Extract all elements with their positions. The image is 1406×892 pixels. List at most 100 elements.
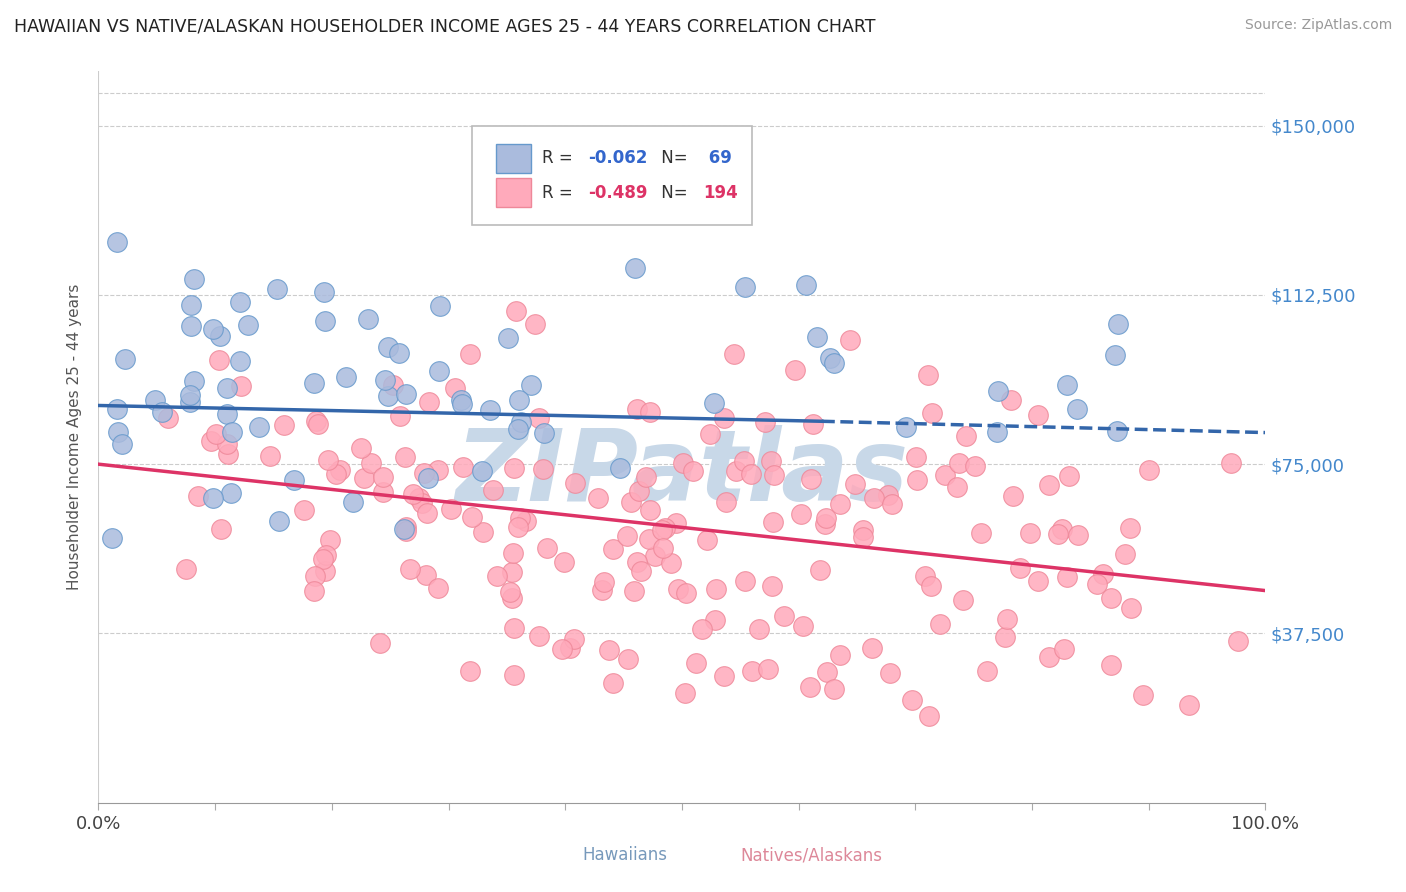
Text: N=: N= bbox=[657, 184, 693, 202]
Point bbox=[503, 622, 526, 636]
Point bbox=[815, 665, 838, 680]
Point bbox=[564, 475, 586, 490]
Point bbox=[986, 425, 1008, 439]
Point bbox=[914, 569, 936, 583]
Point bbox=[1107, 318, 1129, 332]
Point bbox=[799, 680, 821, 694]
Point bbox=[602, 542, 624, 557]
Point bbox=[501, 565, 523, 579]
Point bbox=[800, 472, 823, 486]
Point bbox=[1114, 547, 1136, 561]
Point bbox=[620, 495, 643, 509]
Point bbox=[283, 473, 305, 487]
Point bbox=[602, 676, 624, 690]
Point bbox=[335, 370, 357, 384]
Point bbox=[948, 456, 970, 470]
Point bbox=[852, 530, 875, 544]
Point bbox=[329, 463, 352, 477]
Point bbox=[395, 387, 418, 401]
Point bbox=[955, 429, 977, 443]
Point bbox=[759, 454, 782, 468]
Point bbox=[461, 510, 484, 524]
Point bbox=[627, 483, 650, 498]
Point bbox=[101, 531, 124, 545]
Point bbox=[453, 459, 475, 474]
Point bbox=[1056, 569, 1078, 583]
Point bbox=[699, 426, 721, 441]
Point bbox=[1227, 634, 1250, 648]
Point bbox=[553, 555, 575, 569]
Point bbox=[200, 434, 222, 449]
Point bbox=[818, 351, 841, 365]
Point bbox=[187, 489, 209, 503]
Point bbox=[292, 503, 315, 517]
Point bbox=[733, 454, 755, 468]
Point bbox=[963, 459, 986, 474]
Point bbox=[150, 405, 173, 419]
Point bbox=[952, 592, 974, 607]
Text: Natives/Alaskans: Natives/Alaskans bbox=[741, 847, 882, 864]
Point bbox=[157, 410, 180, 425]
Point bbox=[215, 437, 238, 451]
Point bbox=[623, 583, 645, 598]
Point bbox=[515, 514, 537, 528]
Point bbox=[644, 549, 666, 563]
Point bbox=[934, 468, 956, 483]
Point bbox=[427, 364, 450, 378]
Point bbox=[228, 354, 250, 368]
Point bbox=[304, 569, 326, 583]
Point bbox=[904, 450, 927, 464]
Point bbox=[1105, 425, 1128, 439]
Text: R =: R = bbox=[541, 184, 578, 202]
Point bbox=[1028, 409, 1050, 423]
Point bbox=[879, 666, 901, 681]
Point bbox=[427, 463, 450, 477]
Point bbox=[634, 469, 657, 483]
Point bbox=[682, 464, 704, 478]
Point bbox=[1132, 688, 1154, 702]
Point bbox=[527, 629, 550, 643]
Point bbox=[761, 579, 783, 593]
Point bbox=[413, 466, 436, 480]
Text: 69: 69 bbox=[703, 149, 731, 168]
Point bbox=[986, 384, 1008, 399]
Point bbox=[640, 503, 662, 517]
Point bbox=[418, 395, 440, 409]
Point bbox=[900, 692, 922, 706]
Point bbox=[692, 623, 714, 637]
Point bbox=[236, 318, 259, 332]
Point bbox=[219, 486, 242, 500]
Point bbox=[946, 480, 969, 494]
FancyBboxPatch shape bbox=[541, 844, 575, 867]
Point bbox=[828, 497, 851, 511]
FancyBboxPatch shape bbox=[496, 144, 531, 173]
Point bbox=[1118, 521, 1140, 535]
Point bbox=[183, 272, 205, 286]
Point bbox=[756, 662, 779, 676]
Point bbox=[928, 616, 950, 631]
Point bbox=[388, 346, 411, 360]
Point bbox=[1178, 698, 1201, 712]
Point bbox=[651, 541, 673, 555]
Point bbox=[801, 417, 824, 431]
Point bbox=[762, 468, 785, 483]
Point bbox=[377, 389, 399, 403]
Point bbox=[440, 502, 463, 516]
Point bbox=[302, 376, 325, 390]
Point bbox=[839, 333, 862, 347]
Point bbox=[672, 456, 695, 470]
Point bbox=[247, 419, 270, 434]
Point bbox=[1050, 522, 1073, 536]
Point bbox=[501, 591, 523, 606]
Point bbox=[273, 417, 295, 432]
Point bbox=[808, 563, 831, 577]
Text: -0.489: -0.489 bbox=[589, 184, 648, 202]
Point bbox=[1000, 393, 1022, 408]
Point bbox=[536, 541, 558, 555]
Point bbox=[342, 495, 364, 509]
Point bbox=[626, 401, 648, 416]
Text: -0.062: -0.062 bbox=[589, 149, 648, 168]
Point bbox=[616, 651, 638, 665]
Point bbox=[479, 403, 502, 417]
Point bbox=[429, 300, 451, 314]
